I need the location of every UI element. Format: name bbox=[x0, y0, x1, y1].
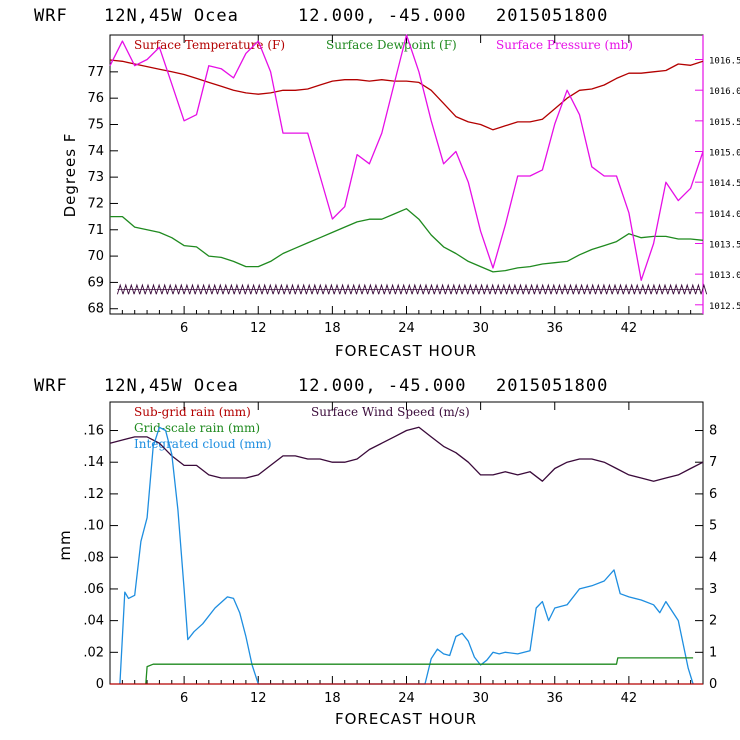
bottom-ytick-left-label: .14 bbox=[83, 455, 104, 470]
bottom-ytick-left-label: .10 bbox=[83, 519, 104, 534]
bottom-ytick-right-label: 5 bbox=[709, 519, 717, 534]
top-y-axis-right: 1012.5 1013.0 1013.5 1014.0 1014.5 1015.0 1015… bbox=[695, 57, 740, 312]
bottom-header-init: 2015051800 bbox=[496, 376, 608, 396]
top-ytick-right-label: 1015.5 bbox=[709, 118, 740, 128]
top-ytick-left-label: 70 bbox=[87, 249, 104, 264]
bottom-legend: Sub-grid rain (mm) Surface Wind Speed (m… bbox=[134, 405, 470, 451]
top-series-temperature-line bbox=[109, 59, 704, 131]
top-header-coords: 12.000, -45.000 bbox=[298, 6, 467, 26]
bottom-ytick-right-label: 7 bbox=[709, 455, 717, 470]
top-ytick-right-label: 1012.5 bbox=[709, 302, 740, 312]
bottom-ytick-right-label: 8 bbox=[709, 424, 717, 439]
top-ytick-right-label: 1016.5 bbox=[709, 57, 740, 67]
bottom-ytick-left-label: .04 bbox=[83, 614, 104, 629]
bottom-ytick-right-label: 3 bbox=[709, 582, 717, 597]
bottom-series-cloud-line bbox=[119, 426, 694, 685]
top-xtick-label: 6 bbox=[180, 321, 188, 336]
top-hatched-trace bbox=[116, 283, 708, 295]
bottom-xtick-label: 30 bbox=[472, 691, 489, 706]
top-chart: Surface Temperature (F) Surface Dewpoint… bbox=[61, 34, 740, 360]
top-legend-temperature: Surface Temperature (F) bbox=[134, 38, 285, 52]
bottom-ytick-left-label: .02 bbox=[83, 645, 104, 660]
bottom-series-wind-line bbox=[109, 426, 704, 482]
top-y-axis-label: Degrees F bbox=[61, 133, 79, 218]
bottom-xtick-label: 24 bbox=[398, 691, 415, 706]
top-ytick-right-label: 1013.0 bbox=[709, 271, 740, 281]
bottom-series-gridscale-line bbox=[145, 657, 694, 685]
top-ytick-left-label: 77 bbox=[87, 65, 104, 80]
top-legend-pressure: Surface Pressure (mb) bbox=[496, 38, 633, 52]
bottom-header: WRF 12N,45W Ocea 12.000, -45.000 2015051… bbox=[34, 376, 608, 396]
top-plot-frame-left bbox=[109, 34, 704, 315]
top-xtick-label: 12 bbox=[250, 321, 267, 336]
bottom-xtick-label: 6 bbox=[180, 691, 188, 706]
bottom-xtick-label: 42 bbox=[621, 691, 638, 706]
top-ytick-left-label: 76 bbox=[87, 91, 104, 106]
bottom-xtick-label: 18 bbox=[324, 691, 341, 706]
top-header-model: WRF bbox=[34, 6, 68, 26]
top-xtick-label: 24 bbox=[398, 321, 415, 336]
bottom-ytick-left-label: .06 bbox=[83, 582, 104, 597]
top-series-dewpoint-line bbox=[110, 208, 704, 273]
bottom-y-axis-label: mm bbox=[56, 529, 74, 560]
bottom-series bbox=[109, 426, 704, 685]
bottom-y-axis-right: 0 1 2 3 4 5 6 7 8 bbox=[695, 424, 717, 692]
bottom-ytick-left-label: .08 bbox=[83, 550, 104, 565]
bottom-legend-subgrid: Sub-grid rain (mm) bbox=[134, 405, 251, 419]
bottom-ytick-left-label: .12 bbox=[83, 487, 104, 502]
bottom-chart: Sub-grid rain (mm) Surface Wind Speed (m… bbox=[56, 401, 717, 728]
top-xtick-label: 36 bbox=[546, 321, 563, 336]
top-series bbox=[109, 34, 708, 295]
top-ytick-left-label: 72 bbox=[87, 196, 104, 211]
top-y-axis-left: 68 69 70 71 72 73 74 75 76 77 bbox=[87, 65, 118, 317]
top-ytick-right-label: 1014.5 bbox=[709, 179, 740, 189]
bottom-header-coords: 12.000, -45.000 bbox=[298, 376, 467, 396]
top-ytick-left-label: 68 bbox=[87, 302, 104, 317]
top-x-axis-label: FORECAST HOUR bbox=[335, 342, 477, 360]
bottom-y-axis-left: 0 .02 .04 .06 .08 .10 .12 .14 .16 bbox=[83, 424, 118, 692]
top-xtick-label: 42 bbox=[621, 321, 638, 336]
bottom-xtick-label: 36 bbox=[546, 691, 563, 706]
top-ytick-right-label: 1014.0 bbox=[709, 210, 740, 220]
top-ytick-left-label: 73 bbox=[87, 170, 104, 185]
top-header: WRF 12N,45W Ocea 12.000, -45.000 2015051… bbox=[34, 6, 608, 26]
top-header-init: 2015051800 bbox=[496, 6, 608, 26]
bottom-xtick-label: 12 bbox=[250, 691, 267, 706]
top-legend-dewpoint: Surface Dewpoint (F) bbox=[326, 38, 457, 52]
bottom-legend-gridscale: Grid-scale rain (mm) bbox=[134, 421, 260, 435]
bottom-ytick-right-label: 4 bbox=[709, 550, 717, 565]
top-ytick-left-label: 75 bbox=[87, 117, 104, 132]
top-ytick-right-label: 1015.0 bbox=[709, 149, 740, 159]
top-ytick-left-label: 71 bbox=[87, 223, 104, 238]
top-ytick-right-label: 1016.0 bbox=[709, 87, 740, 97]
top-legend: Surface Temperature (F) Surface Dewpoint… bbox=[134, 38, 633, 52]
bottom-ytick-right-label: 0 bbox=[709, 677, 717, 692]
top-header-location: 12N,45W Ocea bbox=[104, 6, 239, 26]
bottom-ytick-right-label: 2 bbox=[709, 614, 717, 629]
bottom-ytick-right-label: 1 bbox=[709, 645, 717, 660]
top-xtick-label: 18 bbox=[324, 321, 341, 336]
bottom-ytick-left-label: .16 bbox=[83, 424, 104, 439]
top-x-axis: 6 12 18 24 30 36 42 bbox=[121, 35, 692, 336]
bottom-header-model: WRF bbox=[34, 376, 68, 396]
bottom-x-axis: 6 12 18 24 30 36 42 bbox=[121, 402, 692, 706]
bottom-ytick-right-label: 6 bbox=[709, 487, 717, 502]
top-series-pressure-line bbox=[109, 34, 704, 281]
bottom-header-location: 12N,45W Ocea bbox=[104, 376, 239, 396]
top-xtick-label: 30 bbox=[472, 321, 489, 336]
bottom-legend-wind: Surface Wind Speed (m/s) bbox=[311, 405, 470, 419]
top-ytick-left-label: 69 bbox=[87, 275, 104, 290]
bottom-ytick-left-label: 0 bbox=[96, 677, 104, 692]
top-ytick-left-label: 74 bbox=[87, 144, 104, 159]
top-ytick-right-label: 1013.5 bbox=[709, 240, 740, 250]
bottom-x-axis-label: FORECAST HOUR bbox=[335, 710, 477, 728]
